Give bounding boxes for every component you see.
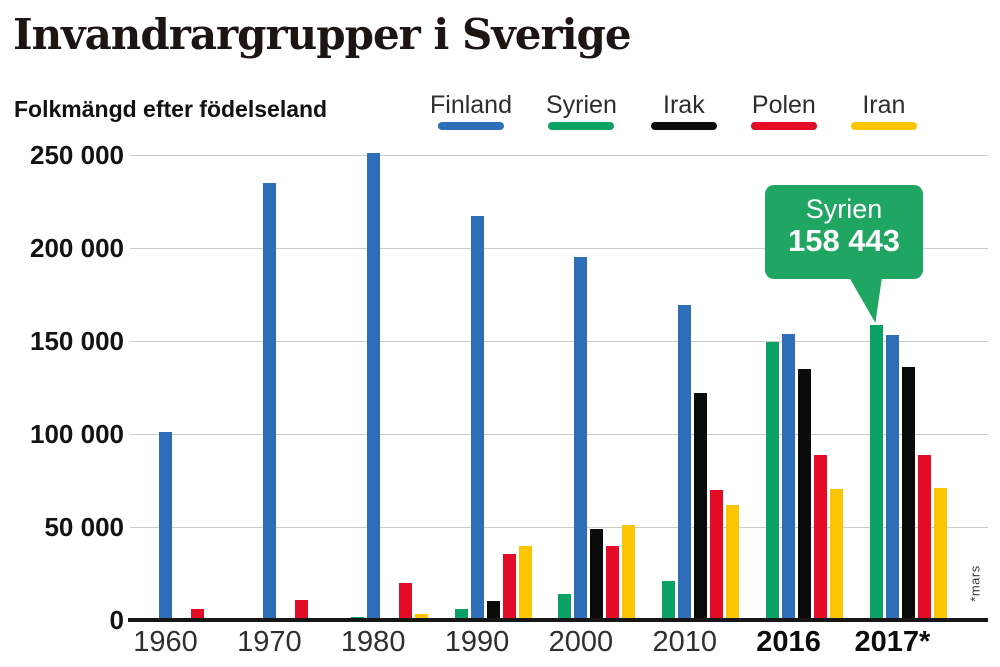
bar-finland-2000 — [574, 257, 588, 620]
bar-iran-2010 — [726, 504, 740, 620]
bar-polen-1980 — [398, 582, 412, 620]
y-tick-label: 150 000 — [30, 326, 124, 356]
bar-polen-2016 — [814, 455, 828, 620]
bar-finland-2017 — [885, 335, 899, 620]
legend-swatch-icon — [750, 122, 817, 130]
year-group-1970: 1970 — [237, 155, 324, 657]
bar-finland-1980 — [366, 153, 380, 620]
x-tick-label: 1990 — [444, 626, 510, 658]
bar-polen-1990 — [502, 554, 516, 620]
bar-iran-1990 — [518, 545, 532, 620]
bar-irak-2017 — [901, 367, 915, 620]
page-title: Invandrargrupper i Sverige — [13, 10, 632, 59]
x-tick-label: 2017* — [854, 626, 931, 658]
legend-swatch-icon — [438, 122, 504, 130]
gridline — [130, 434, 988, 435]
bar-irak-2000 — [590, 528, 604, 620]
bar-iran-2017 — [933, 487, 947, 620]
bar-syrien-2000 — [558, 594, 572, 620]
x-tick-label: 1970 — [237, 626, 302, 658]
bar-iran-2016 — [830, 488, 844, 620]
y-tick-label: 100 000 — [30, 419, 124, 449]
legend-item-irak: Irak — [650, 91, 717, 130]
callout-label: Syrien — [805, 194, 883, 224]
legend-swatch-icon — [650, 122, 717, 130]
bar-iran-1980 — [414, 613, 428, 620]
bar-iran-2000 — [622, 525, 636, 620]
bar-syrien-2016 — [766, 342, 780, 620]
bar-syrien-2017 — [869, 325, 883, 620]
chart-subtitle: Folkmängd efter födelseland — [14, 96, 328, 122]
bar-finland-1990 — [470, 216, 484, 620]
x-tick-label: 1960 — [133, 626, 198, 658]
y-tick-label: 0 — [109, 605, 124, 635]
bar-finland-2016 — [782, 334, 796, 620]
bar-polen-1970 — [294, 599, 308, 620]
gridline — [130, 341, 988, 342]
bar-polen-2017 — [917, 454, 931, 620]
bar-syrien-1990 — [454, 608, 468, 620]
x-axis-line — [128, 618, 988, 622]
year-group-2016: 2016 — [756, 155, 844, 657]
legend-label: Irak — [663, 91, 705, 119]
legend-label: Iran — [862, 91, 906, 119]
bar-irak-2010 — [694, 393, 708, 620]
callout-syrien: Syrien 158 443 — [765, 185, 923, 279]
bar-finland-2010 — [678, 304, 692, 620]
x-tick-label: 1980 — [340, 626, 406, 658]
year-group-2010: 2010 — [652, 155, 740, 657]
bar-syrien-2010 — [662, 581, 676, 620]
bar-irak-2016 — [798, 368, 812, 620]
year-group-2000: 2000 — [549, 155, 636, 657]
bar-polen-2000 — [606, 545, 620, 620]
legend-label: Syrien — [546, 91, 617, 119]
year-group-2017: 2017* — [855, 155, 947, 657]
legend: Finland Syrien Irak Polen Iran — [430, 92, 917, 130]
bar-polen-2010 — [710, 489, 724, 620]
legend-swatch-icon — [850, 122, 917, 130]
year-group-1980: 1980 — [341, 153, 428, 657]
legend-item-polen: Polen — [750, 91, 817, 130]
legend-swatch-icon — [548, 122, 615, 130]
bar-finland-1960 — [159, 432, 172, 620]
y-tick-label: 50 000 — [44, 512, 124, 542]
legend-item-finland: Finland — [430, 92, 512, 130]
gridline — [130, 527, 988, 528]
bar-polen-1960 — [191, 608, 204, 620]
legend-item-iran: Iran — [850, 91, 917, 130]
callout-value: 158 443 — [787, 223, 901, 258]
gridline — [130, 155, 988, 156]
legend-label: Finland — [430, 91, 512, 119]
bar-irak-1990 — [486, 601, 500, 620]
bar-finland-1970 — [262, 182, 276, 620]
y-tick-label: 200 000 — [30, 233, 124, 263]
x-tick-label: 2000 — [548, 626, 614, 658]
bar-groups: 1960 1970 1980 1990 2000 2010 2016 2017* — [133, 153, 947, 657]
year-group-1990: 1990 — [445, 155, 532, 657]
y-tick-label: 250 000 — [30, 140, 124, 170]
legend-item-syrien: Syrien — [546, 92, 617, 130]
footnote: *mars — [967, 565, 983, 602]
gridline — [130, 248, 988, 249]
x-tick-label: 2010 — [652, 626, 717, 658]
legend-label: Polen — [751, 91, 816, 119]
year-group-1960: 1960 — [133, 155, 220, 657]
x-tick-label: 2016 — [756, 626, 821, 658]
